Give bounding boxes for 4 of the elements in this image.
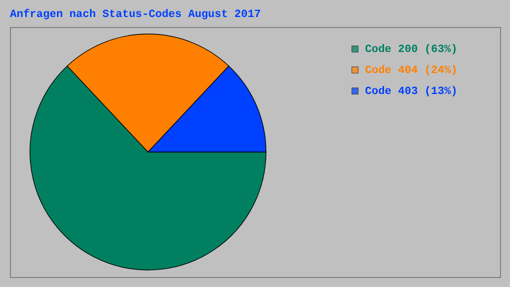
legend-label: Code 403 (13%) xyxy=(365,86,458,98)
legend-label: Code 200 (63%) xyxy=(365,44,458,56)
chart-title: Anfragen nach Status-Codes August 2017 xyxy=(10,8,261,21)
legend-label: Code 404 (24%) xyxy=(365,65,458,77)
